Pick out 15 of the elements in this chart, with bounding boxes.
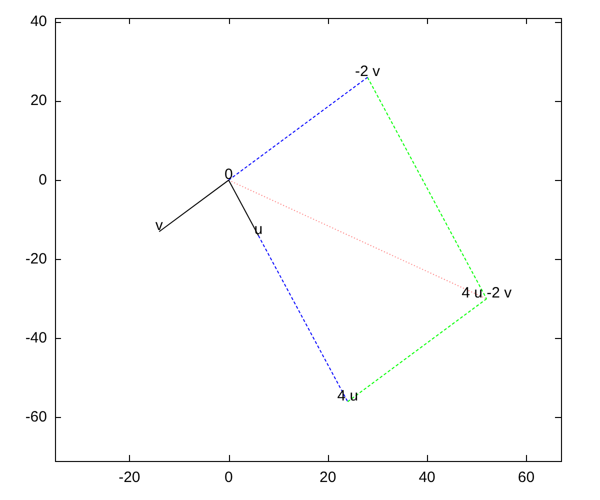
y-tick-label: -40 [25, 330, 47, 347]
annotation: 0 [224, 166, 233, 183]
y-tick-label: 20 [30, 92, 47, 110]
x-tick-label: 60 [518, 469, 535, 486]
y-tick-label: -60 [25, 408, 47, 426]
annotation: -2 v [355, 62, 381, 80]
y-tick-label: 0 [38, 171, 47, 188]
y-tick-label: 40 [30, 13, 47, 30]
y-tick-label: -20 [25, 250, 47, 268]
annotation: 4 u -2 v [462, 284, 512, 302]
x-tick-label: 40 [418, 469, 436, 486]
x-tick-label: 20 [320, 469, 336, 486]
x-tick-label: 0 [224, 469, 233, 486]
x-tick-label: -20 [118, 469, 140, 486]
annotation: v [155, 217, 164, 234]
